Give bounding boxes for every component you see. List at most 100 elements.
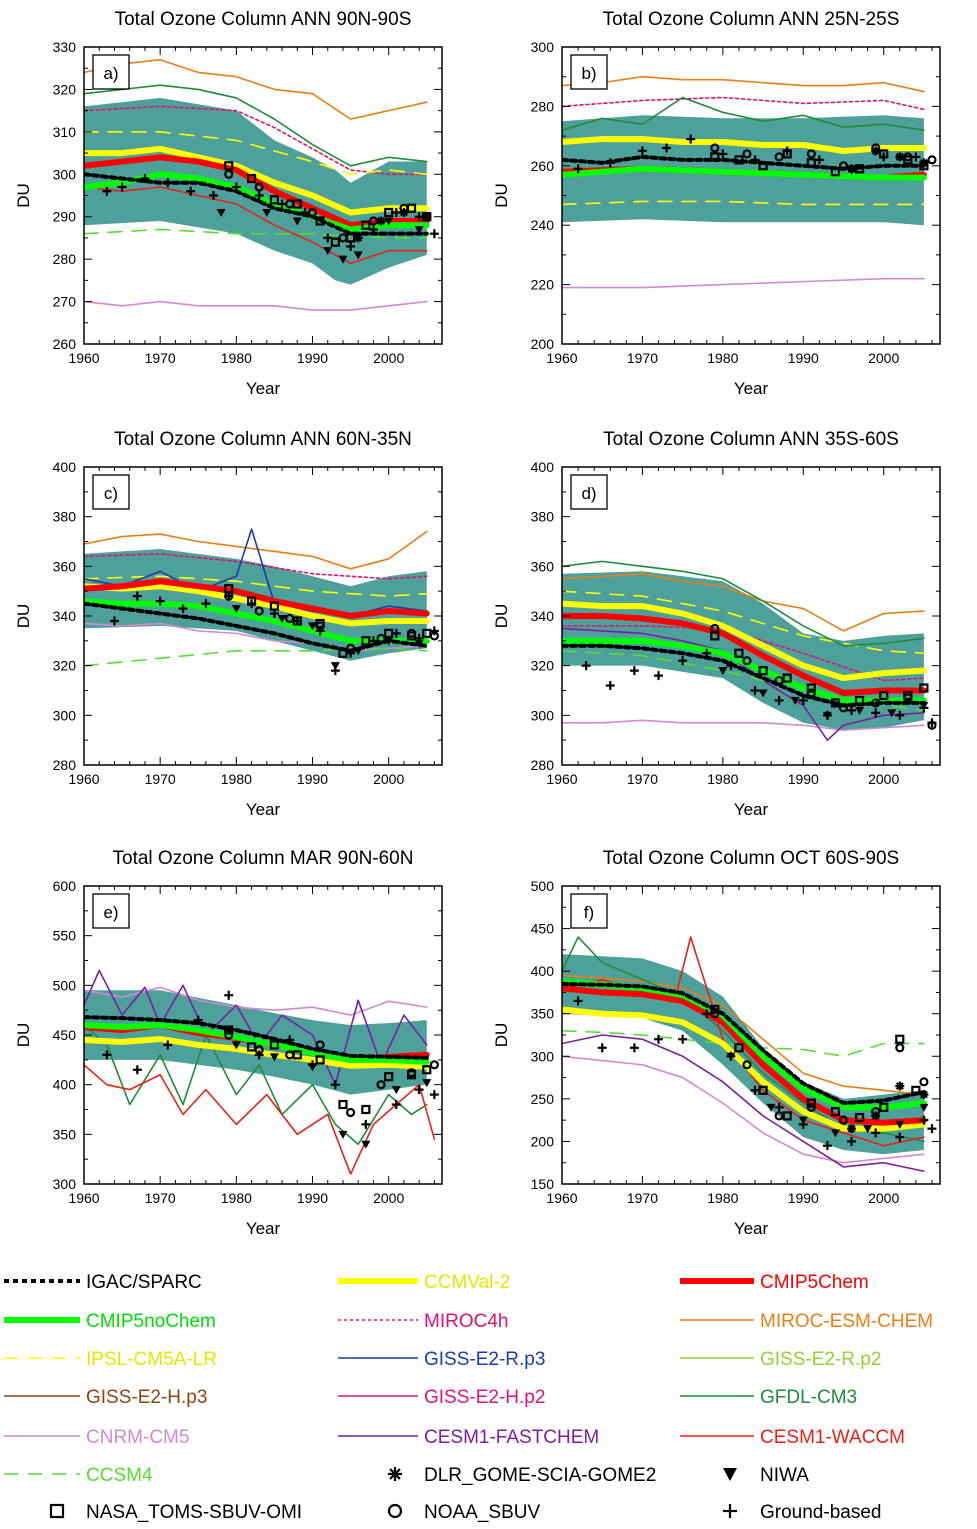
legend-label: CCMVal-2 <box>424 1272 510 1293</box>
legend-item-miroc4h: MIROC4h <box>338 1311 508 1332</box>
obs-point-ground-based <box>702 648 712 658</box>
triangle <box>353 251 363 260</box>
obs-point-ground-based <box>573 164 583 174</box>
obs-point-nasa-toms-sbuv-omi <box>361 220 371 230</box>
obs-point-ground-based <box>581 661 591 671</box>
series-cesm1-waccm <box>84 186 428 265</box>
y-tick-label: 380 <box>53 509 77 525</box>
y-tick-label: 260 <box>531 158 555 174</box>
triangle <box>338 1130 348 1139</box>
obs-point-ground-based <box>254 1050 264 1060</box>
obs-point-nasa-toms-sbuv-omi <box>879 690 889 701</box>
obs-point-dlr-gome-scia-gome2 <box>422 212 432 222</box>
obs-point-niwa <box>422 1079 432 1088</box>
series-ccsm4 <box>562 649 925 712</box>
legend-item-nasa-toms-sbuv-omi: NASA_TOMS-SBUV-OMI <box>49 1502 302 1523</box>
obs-point-dlr-gome-scia-gome2 <box>871 1111 881 1121</box>
obs-noaa-sbuv <box>710 623 937 730</box>
obs-point-nasa-toms-sbuv-omi <box>911 1085 921 1095</box>
circle <box>387 1503 403 1519</box>
obs-point-ground-based <box>117 182 127 192</box>
x-tick-label: 2000 <box>373 350 404 366</box>
obs-point-niwa <box>790 696 800 705</box>
triangle <box>414 225 424 234</box>
obs-point-nasa-toms-sbuv-omi <box>361 1104 371 1115</box>
obs-point-noaa-sbuv <box>285 613 295 624</box>
y-tick-label: 500 <box>531 878 555 894</box>
obs-noaa-sbuv <box>710 1009 929 1125</box>
square <box>246 173 257 184</box>
x-axis-title: Year <box>246 800 281 819</box>
series-cnrm-cm5 <box>562 277 925 289</box>
circle <box>345 643 356 653</box>
obs-point-niwa <box>269 1053 279 1062</box>
series-cnrm-cm5 <box>84 622 428 652</box>
series-gfdl-cm3 <box>84 84 428 167</box>
legend-label: MIROC4h <box>424 1311 508 1332</box>
plot-area <box>84 58 439 311</box>
obs-point-ground-based <box>822 1141 832 1151</box>
x-tick-label: 1970 <box>145 1190 176 1206</box>
obs-point-ground-based <box>605 158 615 168</box>
obs-point-niwa <box>414 225 424 234</box>
triangle <box>895 1120 905 1129</box>
series-gfdl-cm3 <box>84 1024 428 1146</box>
triangle <box>919 701 929 710</box>
obs-point-nasa-toms-sbuv-omi <box>830 698 841 708</box>
series-ipsl-cm5a-lr <box>562 200 925 206</box>
obs-point-ground-based <box>155 596 165 606</box>
obs-point-nasa-toms-sbuv-omi <box>246 1042 257 1052</box>
triangle <box>384 637 394 646</box>
obs-point-ground-based <box>208 191 218 200</box>
obs-point-noaa-sbuv <box>406 1068 417 1078</box>
panel-label: d) <box>581 484 596 503</box>
obs-point-noaa-sbuv <box>376 633 386 643</box>
obs-point-nasa-toms-sbuv-omi <box>879 149 889 159</box>
obs-point-ground-based <box>774 695 784 705</box>
y-tick-label: 300 <box>53 166 77 182</box>
circle <box>224 1030 234 1040</box>
legend-marker-circle <box>387 1503 403 1519</box>
obs-point-dlr-gome-scia-gome2 <box>376 216 386 226</box>
obs-point-nasa-toms-sbuv-omi <box>854 1112 865 1123</box>
triangle <box>353 647 363 656</box>
square <box>879 149 889 159</box>
y-tick-label: 350 <box>531 1006 555 1022</box>
obs-point-niwa <box>353 251 363 260</box>
obs-noaa-sbuv <box>710 143 937 171</box>
triangle <box>330 662 340 671</box>
obs-point-noaa-sbuv <box>307 207 318 218</box>
legend-item-ipsl-cm5a-lr: IPSL-CM5A-LR <box>4 1349 217 1370</box>
x-tick-label: 1960 <box>546 771 577 787</box>
square <box>734 155 744 165</box>
legend-label: MIROC-ESM-CHEM <box>760 1311 933 1332</box>
obs-point-noaa-sbuv <box>838 703 849 713</box>
legend-item-giss-e2-h-p3: GISS-E2-H.p3 <box>4 1387 207 1408</box>
plot-area <box>562 75 937 289</box>
square <box>919 683 929 693</box>
obs-point-ground-based <box>895 710 905 720</box>
circle <box>224 591 234 601</box>
y-tick-label: 600 <box>53 878 77 894</box>
obs-point-ground-based <box>285 1035 295 1045</box>
y-axis-title: DU <box>14 604 33 629</box>
obs-point-nasa-toms-sbuv-omi <box>422 628 432 638</box>
panel-title: Total Ozone Column ANN 25N-25S <box>603 9 900 30</box>
obs-point-dlr-gome-scia-gome2 <box>919 1090 929 1100</box>
y-tick-label: 320 <box>53 81 77 97</box>
y-tick-label: 300 <box>53 1176 77 1192</box>
obs-point-ground-based <box>201 599 211 609</box>
legend-item-dlr-gome-scia-gome2: DLR_GOME-SCIA-GOME2 <box>388 1465 656 1486</box>
obs-point-ground-based <box>678 656 688 666</box>
square <box>292 616 302 626</box>
obs-point-noaa-sbuv <box>710 1009 720 1019</box>
series-ipsl-cm5a-lr <box>84 131 428 176</box>
obs-point-ground-based <box>429 229 439 239</box>
triangle <box>887 709 897 718</box>
triangle <box>798 1116 808 1125</box>
series-cesm1-fastchem <box>562 1034 925 1173</box>
obs-point-ground-based <box>750 686 760 695</box>
obs-point-niwa <box>718 667 728 676</box>
legend-item-giss-e2-h-p2: GISS-E2-H.p2 <box>338 1387 545 1408</box>
square <box>758 1085 768 1095</box>
